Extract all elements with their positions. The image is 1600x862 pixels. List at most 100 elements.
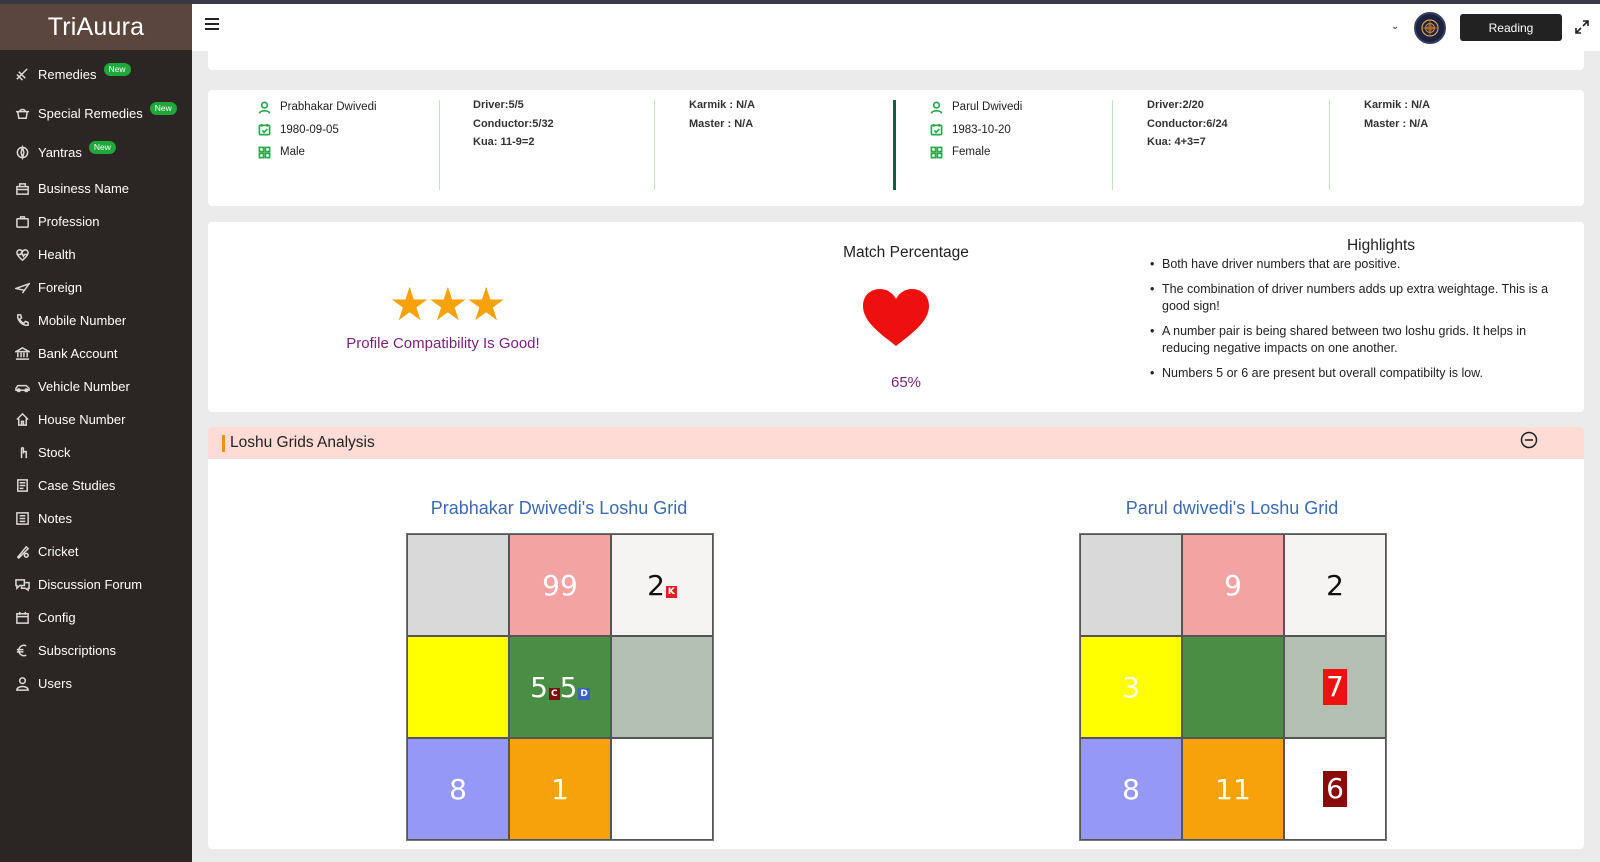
sidebar-item-label: Business Name [38, 181, 130, 196]
profile-1-conductor: Conductor:5/32 [473, 117, 554, 130]
config-icon [14, 610, 30, 626]
brand-logo[interactable]: TriAuura [0, 4, 192, 50]
sidebar-item-vehicle-number[interactable]: Vehicle Number [0, 370, 192, 403]
profile-2-master: Master : N/A [1364, 117, 1429, 130]
user-icon [930, 101, 943, 114]
loshu-cell: 7 [1284, 636, 1386, 738]
grid-2-title: Parul dwivedi's Loshu Grid [1125, 498, 1339, 518]
previous-card-edge [208, 51, 1584, 70]
grid-icon [930, 146, 943, 159]
sidebar-item-bank-account[interactable]: Bank Account [0, 337, 192, 370]
profile-2-driver: Driver:2/20 [1147, 99, 1204, 111]
rating-stars: ★★★ [389, 278, 507, 330]
sidebar-item-case-studies[interactable]: Case Studies [0, 469, 192, 502]
sidebar-item-health[interactable]: Health [0, 238, 192, 271]
sidebar-item-label: Config [38, 610, 76, 625]
profile-2-info: Parul Dwivedi 1983-10-20 Female [930, 96, 1022, 164]
sidebar-item-cricket[interactable]: Cricket [0, 535, 192, 568]
reading-button[interactable]: Reading [1460, 14, 1562, 41]
sidebar-item-label: Cricket [38, 544, 79, 559]
loshu-cell-number: 11 [1215, 772, 1251, 806]
profession-icon [14, 214, 30, 230]
collapse-icon[interactable] [1520, 431, 1538, 449]
loshu-cell-number: 2 [1326, 568, 1344, 602]
profile-1-driver: Driver:5/5 [473, 99, 524, 111]
user-icon [258, 101, 271, 114]
profile-1-master: Master : N/A [689, 117, 754, 130]
sidebar-item-foreign[interactable]: Foreign [0, 271, 192, 304]
loshu-cell-number: 5 [530, 670, 548, 704]
loshu-cell-number: 3 [1122, 670, 1140, 704]
loshu-cell [611, 636, 713, 738]
loshu-cell: 11 [1182, 738, 1284, 840]
sidebar-item-yantras[interactable]: Yantras New [0, 133, 192, 172]
divider [439, 100, 440, 190]
sidebar-item-label: Yantras [38, 145, 82, 160]
sidebar-item-house-number[interactable]: House Number [0, 403, 192, 436]
sidebar-item-label: Stock [38, 445, 71, 460]
forum-icon [14, 577, 30, 593]
loshu-cell [407, 636, 509, 738]
sidebar-item-mobile-number[interactable]: Mobile Number [0, 304, 192, 337]
sidebar-item-notes[interactable]: Notes [0, 502, 192, 535]
loshu-section-header[interactable]: Loshu Grids Analysis [208, 427, 1584, 459]
case-studies-icon [14, 478, 30, 494]
profile-1-dob-row: 1980-09-05 [258, 119, 377, 142]
profile-1-kua: Kua: 11-9=2 [473, 136, 535, 148]
hamburger-menu-icon[interactable] [205, 18, 219, 32]
expand-icon[interactable] [1575, 20, 1589, 34]
sidebar-item-label: Discussion Forum [38, 577, 143, 592]
loshu-cell-number: 1 [551, 772, 569, 806]
sidebar-item-stock[interactable]: Stock [0, 436, 192, 469]
loshu-cell-number: 5 [559, 670, 578, 704]
profile-2-gender-row: Female [930, 141, 1022, 164]
sidebar-item-users[interactable]: Users [0, 667, 192, 700]
sidebar-item-business-name[interactable]: Business Name [0, 172, 192, 205]
divider [1329, 100, 1330, 190]
sidebar: TriAuura Remedies New Special Remedies New Y… [0, 4, 192, 862]
highlight-item: A number pair is being shared between tw… [1150, 323, 1570, 357]
profile-2-karmik-master: Karmik : N/A Master : N/A [1364, 99, 1430, 136]
loshu-cell-number: 99 [542, 568, 578, 602]
highlights-title: Highlights [1346, 237, 1416, 254]
new-badge: New [149, 101, 177, 115]
compatibility-card: ★★★ Profile Compatibility Is Good! Match… [208, 222, 1584, 412]
new-badge: New [88, 141, 116, 154]
calendar-check-icon [258, 124, 271, 136]
profile-1-info: Prabhakar Dwivedi 1980-09-05 Male [258, 96, 377, 164]
grid-1-title: Prabhakar Dwivedi's Loshu Grid [430, 498, 688, 518]
sidebar-item-special-remedies[interactable]: Special Remedies New [0, 93, 192, 133]
avatar[interactable] [1414, 12, 1446, 44]
loshu-cell-marker: C [548, 688, 560, 700]
profile-separator [893, 100, 896, 190]
phone-icon [14, 313, 30, 329]
loshu-grid-2: 9 2 3 7 8 11 6 [1079, 533, 1387, 841]
sidebar-item-profession[interactable]: Profession [0, 205, 192, 238]
grid-icon [258, 146, 271, 159]
sidebar-item-label: Health [38, 247, 76, 262]
loshu-cell-number: 8 [1122, 772, 1140, 806]
heart-icon [863, 289, 929, 346]
chevron-down-icon[interactable]: ⌄ [1391, 21, 1400, 32]
profile-2-numbers: Driver:2/20 Conductor:6/24 Kua: 4+3=7 [1147, 99, 1228, 155]
euro-icon [14, 643, 30, 659]
top-bar: ⌄ Reading [192, 4, 1600, 51]
loshu-cell: 8 [1080, 738, 1182, 840]
sidebar-item-subscriptions[interactable]: Subscriptions [0, 634, 192, 667]
sidebar-item-label: Subscriptions [38, 643, 117, 658]
sidebar-item-config[interactable]: Config [0, 601, 192, 634]
loshu-cell: 3 [1080, 636, 1182, 738]
loshu-cell-number: 6 [1323, 771, 1347, 807]
sidebar-nav: Remedies New Special Remedies New Yantras New… [0, 50, 192, 700]
sidebar-item-remedies[interactable]: Remedies New [0, 55, 192, 93]
loshu-cell [407, 534, 509, 636]
window-top-border [0, 0, 1600, 4]
sidebar-item-discussion-forum[interactable]: Discussion Forum [0, 568, 192, 601]
profile-2-dob: 1983-10-20 [952, 123, 1011, 136]
calendar-check-icon [930, 124, 943, 136]
notes-icon [14, 511, 30, 527]
highlight-item: The combination of driver numbers adds u… [1150, 281, 1570, 315]
new-badge: New [103, 62, 131, 76]
